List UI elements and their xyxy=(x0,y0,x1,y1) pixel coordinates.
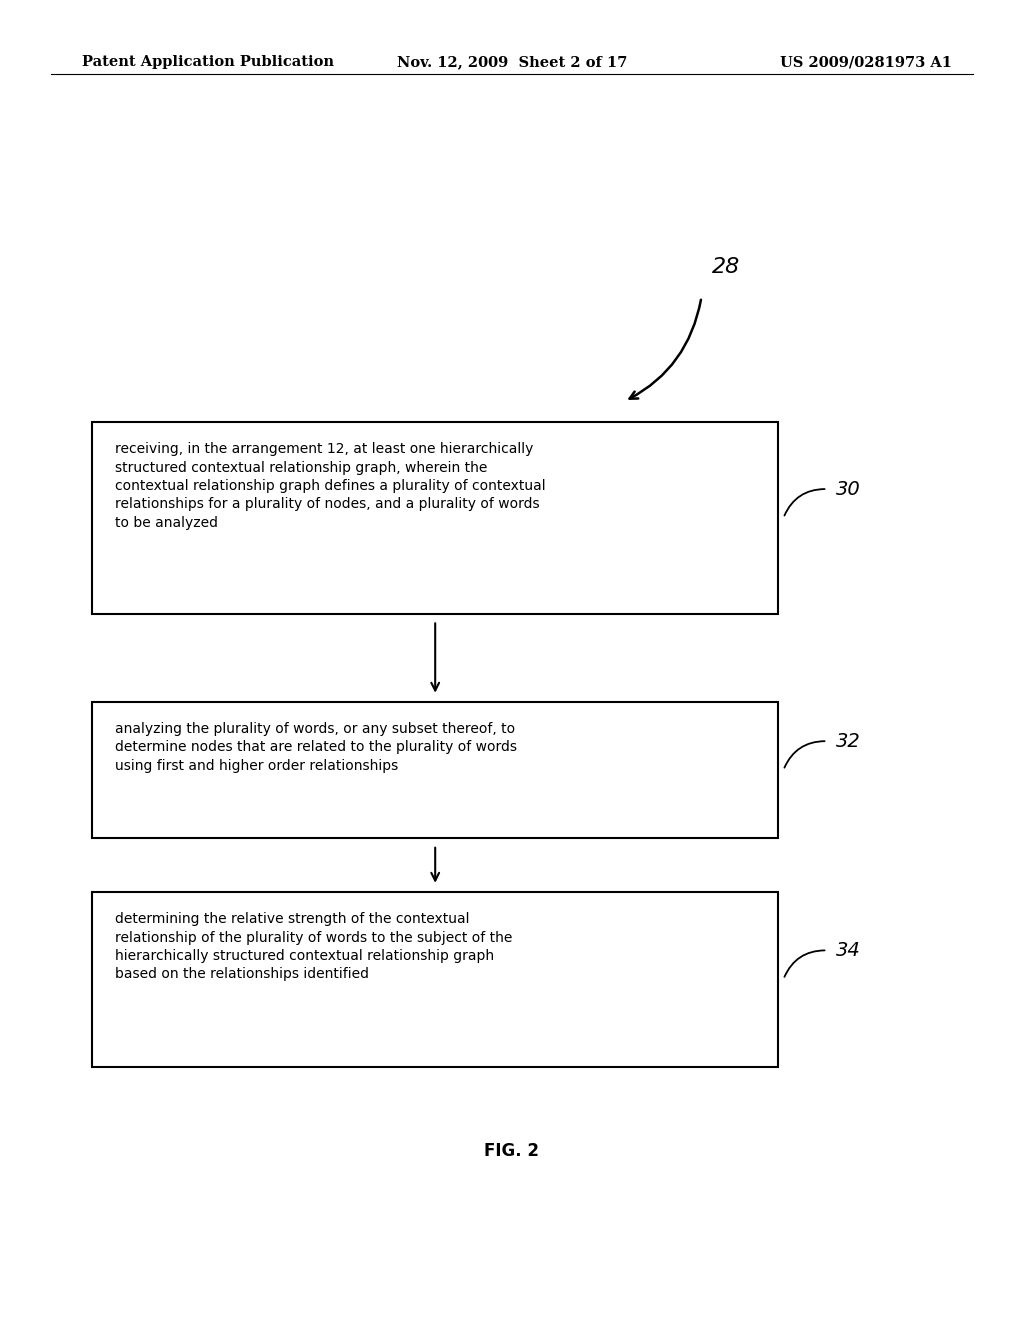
Text: receiving, in the arrangement 12, at least one hierarchically
structured context: receiving, in the arrangement 12, at lea… xyxy=(115,442,546,529)
Bar xyxy=(92,422,778,614)
Text: analyzing the plurality of words, or any subset thereof, to
determine nodes that: analyzing the plurality of words, or any… xyxy=(115,722,517,772)
Bar xyxy=(92,892,778,1067)
Text: US 2009/0281973 A1: US 2009/0281973 A1 xyxy=(780,55,952,70)
Text: 30: 30 xyxy=(836,479,860,499)
Text: FIG. 2: FIG. 2 xyxy=(484,1142,540,1160)
Text: determining the relative strength of the contextual
relationship of the pluralit: determining the relative strength of the… xyxy=(115,912,512,981)
Text: 32: 32 xyxy=(836,731,860,751)
Text: Nov. 12, 2009  Sheet 2 of 17: Nov. 12, 2009 Sheet 2 of 17 xyxy=(397,55,627,70)
Text: 28: 28 xyxy=(712,257,740,277)
Bar xyxy=(92,702,778,838)
Text: 34: 34 xyxy=(836,941,860,960)
Text: Patent Application Publication: Patent Application Publication xyxy=(82,55,334,70)
